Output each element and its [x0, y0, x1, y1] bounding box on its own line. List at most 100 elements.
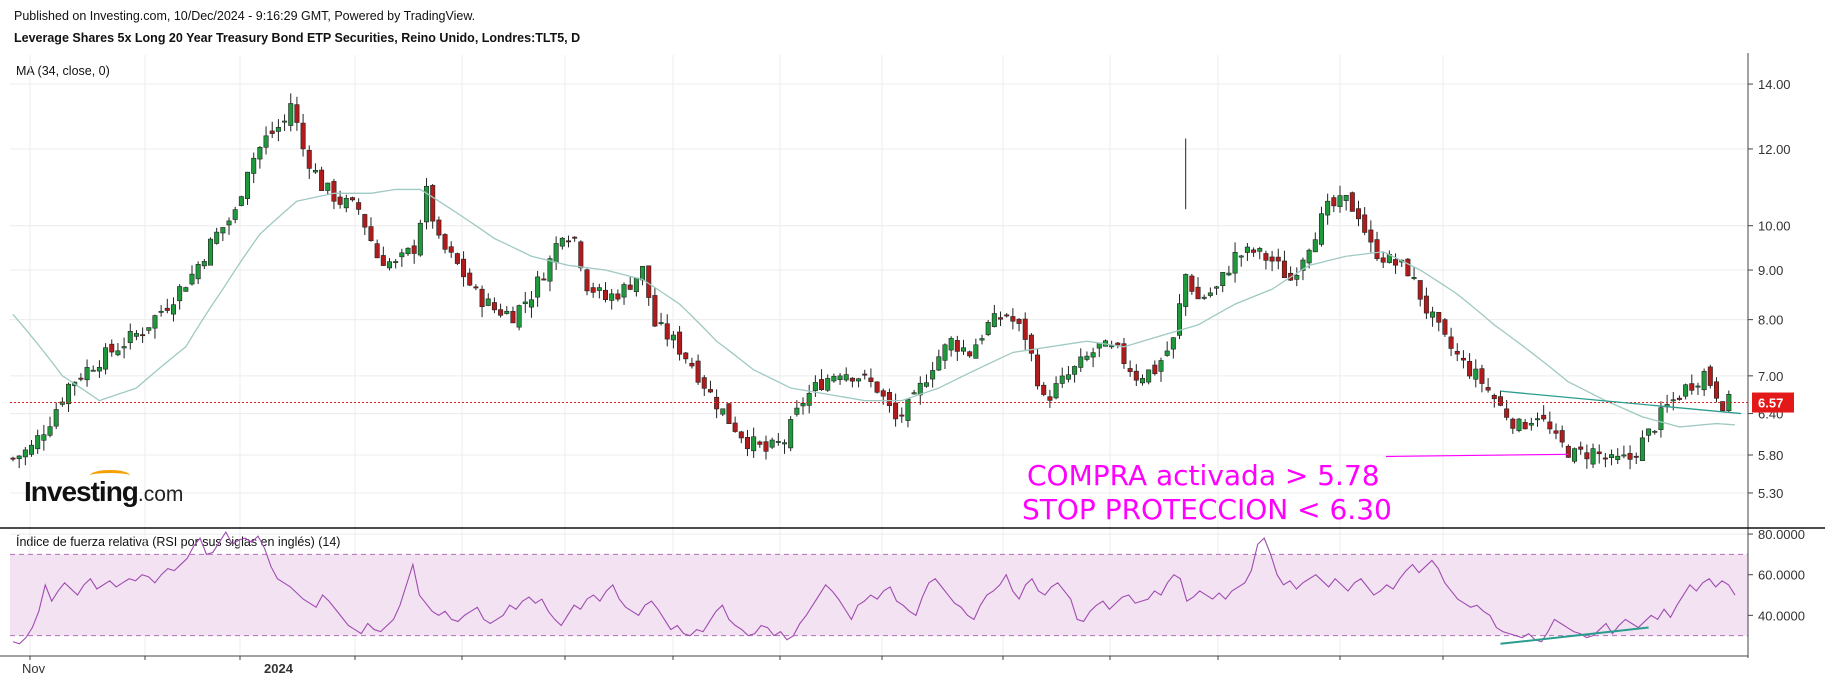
candle	[565, 235, 571, 248]
candle	[22, 446, 28, 466]
candle	[1430, 306, 1436, 327]
candle	[1658, 401, 1664, 438]
candle	[29, 439, 35, 457]
candle	[769, 437, 775, 450]
candle	[257, 146, 263, 169]
candle	[930, 362, 936, 388]
candle	[812, 375, 818, 397]
candle	[1281, 250, 1287, 279]
candle	[831, 373, 837, 383]
candle	[609, 289, 615, 310]
candle	[282, 114, 288, 132]
candle	[1491, 393, 1497, 408]
candle	[1590, 443, 1596, 469]
candle	[1602, 453, 1608, 468]
candle	[491, 297, 497, 314]
candle	[621, 282, 627, 305]
candle	[701, 375, 707, 397]
candle	[948, 336, 954, 357]
candle	[1479, 364, 1485, 393]
candle	[862, 369, 868, 380]
candle	[1411, 267, 1417, 281]
candle	[479, 285, 485, 318]
candle	[288, 93, 294, 132]
candle	[1615, 448, 1621, 465]
candle	[1065, 365, 1071, 383]
candle	[1102, 339, 1108, 347]
candle	[763, 435, 769, 460]
candle	[1053, 376, 1059, 400]
candle	[1701, 368, 1707, 396]
candle	[1633, 452, 1639, 465]
candle	[1436, 312, 1442, 332]
candle	[936, 349, 942, 372]
annotation-buy: COMPRA activada > 5.78	[1027, 459, 1380, 492]
candle	[436, 216, 442, 239]
rsi-tick-label: 80.0000	[1758, 527, 1805, 542]
candle	[1368, 220, 1374, 253]
candle	[368, 217, 374, 242]
candle	[103, 343, 109, 375]
candle	[806, 384, 812, 414]
candle	[1386, 250, 1392, 264]
candle	[1004, 313, 1010, 318]
candle	[1201, 294, 1207, 300]
candle	[1207, 287, 1213, 298]
candle	[177, 284, 183, 310]
candle	[121, 337, 127, 359]
candle	[349, 196, 355, 202]
candle	[96, 360, 102, 378]
candle	[1090, 347, 1096, 368]
ma-indicator-label[interactable]: MA (34, close, 0)	[16, 64, 110, 78]
candle	[343, 194, 349, 213]
candle	[442, 233, 448, 254]
candle	[633, 277, 639, 297]
candle	[1547, 411, 1553, 434]
y-tick-label: 14.00	[1758, 77, 1791, 92]
candle	[1349, 191, 1355, 212]
candle	[714, 389, 720, 419]
candle	[1467, 353, 1473, 379]
candle	[1010, 308, 1016, 330]
candle	[1695, 382, 1701, 395]
candle	[1405, 258, 1411, 277]
candle	[1337, 185, 1343, 213]
candle	[319, 166, 325, 191]
candle	[837, 372, 843, 385]
candle	[677, 325, 683, 361]
candle	[473, 284, 479, 291]
candle	[1294, 267, 1300, 287]
candle	[954, 335, 960, 361]
candle	[757, 440, 763, 448]
candle	[115, 343, 121, 357]
ma-line	[12, 188, 1736, 428]
candle	[251, 152, 257, 184]
candle	[152, 314, 158, 339]
x-tick-label: 2024	[264, 661, 294, 676]
candle	[794, 400, 800, 417]
candle	[1676, 395, 1682, 401]
candle	[1497, 390, 1503, 407]
candle	[880, 388, 886, 405]
candle	[1522, 419, 1528, 430]
candle	[535, 270, 541, 307]
candle	[1183, 273, 1189, 316]
candle	[1146, 369, 1152, 385]
candle	[1244, 243, 1250, 261]
candle	[1133, 364, 1139, 386]
candle	[1417, 280, 1423, 307]
candle	[417, 219, 423, 257]
candle	[374, 239, 380, 259]
candle	[819, 369, 825, 391]
candle	[1078, 348, 1084, 372]
candle	[868, 368, 874, 388]
candle	[189, 265, 195, 286]
candle	[1016, 318, 1022, 332]
candle	[1510, 417, 1516, 434]
candle	[998, 311, 1004, 327]
candle	[1639, 430, 1645, 462]
candle	[1572, 447, 1578, 464]
y-tick-label: 7.00	[1758, 369, 1783, 384]
candle	[967, 350, 973, 358]
